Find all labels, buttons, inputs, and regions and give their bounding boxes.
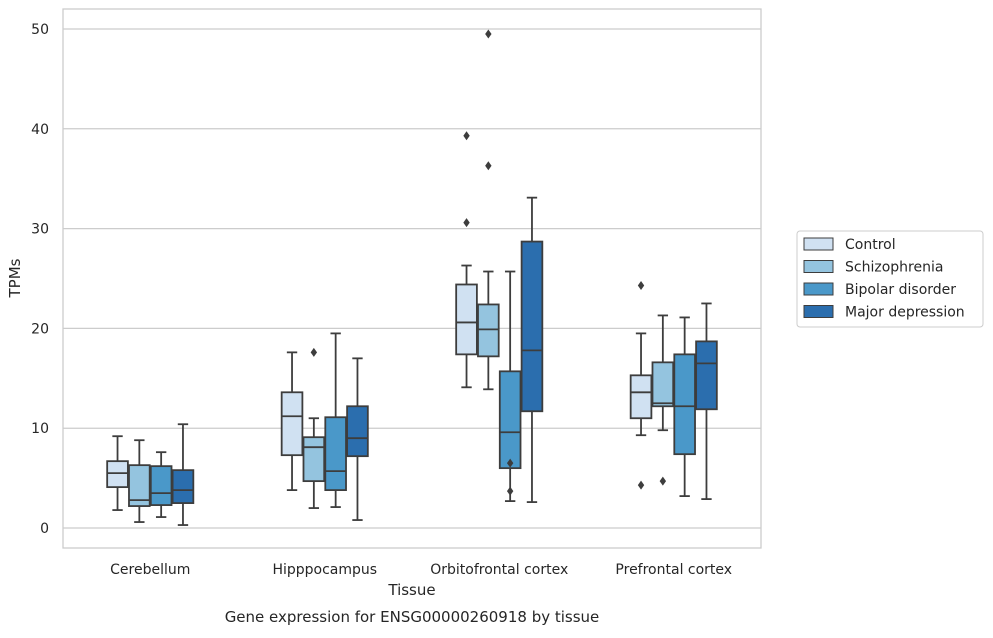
legend-swatch: [803, 260, 834, 273]
box-iqr: [455, 283, 478, 356]
outlier-point: [310, 347, 318, 357]
outlier-point: [463, 131, 470, 141]
box-plot: [498, 270, 522, 502]
box-iqr: [651, 361, 675, 408]
legend-swatch: [803, 282, 834, 296]
outlier-point: [637, 480, 645, 490]
legend-label: Bipolar disorder: [845, 282, 956, 298]
x-axis-label: Tissue: [387, 581, 435, 599]
y-tick-label: 0: [40, 521, 49, 537]
outlier-point: [637, 280, 645, 290]
legend-label: Control: [845, 237, 896, 253]
box-plot: [651, 314, 675, 486]
y-tick-label: 40: [31, 122, 49, 138]
box-plot: [673, 316, 696, 497]
plot-area-frame: [62, 8, 762, 549]
box-iqr: [673, 353, 696, 456]
y-tick-label: 20: [31, 321, 49, 337]
box-iqr: [149, 465, 173, 506]
outlier-point: [506, 458, 514, 468]
box-iqr: [477, 303, 500, 358]
box-plot: [520, 196, 544, 503]
box-plots: [106, 29, 718, 526]
outlier-point: [485, 161, 492, 171]
x-tick-labels: Cerebellum Hipppocampus Orbitofrontal cort…: [110, 562, 732, 578]
box-iqr: [280, 391, 304, 457]
box-plot: [346, 357, 369, 521]
legend-label: Major depression: [845, 305, 965, 321]
y-tick-label: 50: [31, 22, 49, 38]
legend-frame: [796, 230, 984, 328]
box-iqr: [695, 340, 718, 411]
box-plot: [629, 280, 653, 490]
x-tick-label: Prefrontal cortex: [615, 562, 732, 578]
box-plot: [302, 347, 326, 509]
x-tick-label: Cerebellum: [110, 562, 190, 578]
box-plot: [695, 302, 718, 500]
box-plot: [149, 451, 173, 518]
box-iqr: [520, 240, 544, 413]
box-iqr: [629, 374, 653, 420]
chart-caption-title: Gene expression for ENSG00000260918 by t…: [225, 608, 600, 626]
box-plot: [280, 351, 304, 492]
outlier-point: [463, 218, 470, 228]
x-tick-label: Hipppocampus: [272, 562, 377, 578]
box-iqr: [324, 416, 347, 492]
box-plot: [477, 29, 500, 391]
outlier-point: [659, 476, 667, 486]
outlier-point: [485, 29, 492, 39]
outlier-point: [506, 486, 514, 496]
box-iqr: [128, 464, 151, 507]
legend-swatch: [803, 305, 834, 318]
box-plot: [106, 435, 129, 511]
box-iqr: [106, 460, 129, 489]
box-iqr: [302, 436, 326, 483]
y-tick-labels: 0 10 20 30 40 50: [31, 22, 49, 537]
legend: Control Schizophrenia Bipolar disorder Majo…: [796, 230, 984, 328]
box-iqr: [346, 405, 369, 458]
x-tick-label: Orbitofrontal cortex: [430, 562, 568, 578]
box-plot: [171, 423, 195, 526]
legend-label: Schizophrenia: [845, 260, 943, 276]
y-tick-label: 30: [31, 222, 49, 238]
box-plot: [324, 332, 347, 508]
box-plot: [455, 131, 478, 389]
y-axis-label: TPMs: [6, 258, 24, 298]
y-tick-label: 10: [31, 421, 49, 437]
gridlines: [63, 28, 761, 529]
box-plot: [128, 439, 151, 523]
box-iqr: [498, 370, 522, 470]
legend-swatch: [803, 237, 834, 251]
box-iqr: [171, 469, 195, 504]
